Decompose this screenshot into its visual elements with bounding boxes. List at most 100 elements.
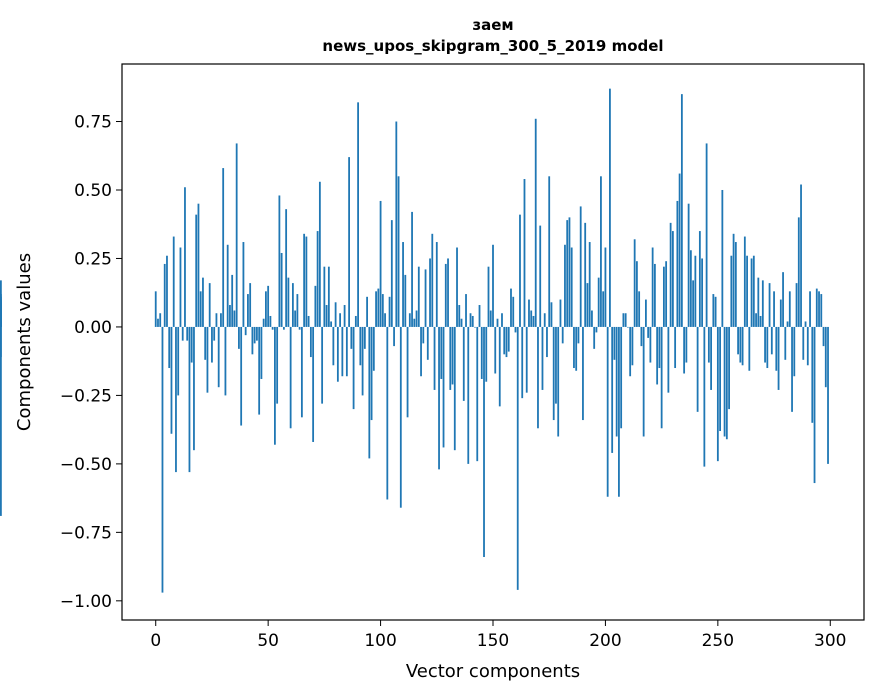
bar xyxy=(732,233,735,327)
bar xyxy=(667,326,670,393)
bar xyxy=(222,168,225,327)
x-tick-label: 50 xyxy=(257,631,279,651)
y-tick-label: −0.75 xyxy=(60,523,112,543)
bar xyxy=(582,326,584,421)
bar xyxy=(213,326,216,341)
bar xyxy=(591,310,593,327)
bar xyxy=(357,102,359,327)
x-tick-label: 200 xyxy=(589,631,621,651)
bar xyxy=(519,214,521,327)
bar xyxy=(712,294,715,327)
bar xyxy=(575,326,578,371)
bar xyxy=(739,326,742,363)
bar xyxy=(395,121,398,327)
bar xyxy=(809,291,811,327)
bar xyxy=(759,315,762,327)
bar xyxy=(779,299,782,327)
bar xyxy=(793,326,796,377)
bar xyxy=(476,326,479,462)
bar xyxy=(660,326,663,429)
bar xyxy=(294,310,297,327)
bar xyxy=(665,261,668,327)
bar xyxy=(267,285,270,327)
bar xyxy=(157,318,159,327)
bar xyxy=(341,326,344,377)
bar xyxy=(251,326,254,355)
bar xyxy=(404,274,407,327)
bar xyxy=(705,143,708,327)
bar xyxy=(298,326,301,330)
bar xyxy=(552,326,555,421)
bar xyxy=(274,326,276,445)
bar xyxy=(375,291,377,327)
bar xyxy=(411,211,413,327)
bar xyxy=(620,326,623,429)
bar xyxy=(795,283,798,327)
bar xyxy=(595,326,598,333)
bar xyxy=(465,294,467,327)
bar xyxy=(424,269,427,327)
bar xyxy=(516,326,519,590)
bar xyxy=(379,200,382,327)
bar xyxy=(669,222,672,327)
bar xyxy=(399,326,402,508)
bar xyxy=(447,258,449,327)
bar xyxy=(640,326,643,347)
bar xyxy=(627,326,629,328)
bar xyxy=(458,305,461,327)
bar xyxy=(498,326,501,407)
bar xyxy=(827,326,829,464)
bar xyxy=(417,266,420,327)
bar xyxy=(269,315,272,327)
bar xyxy=(429,258,431,327)
bar xyxy=(797,217,800,327)
bar xyxy=(678,173,681,327)
bar xyxy=(345,326,348,377)
bar xyxy=(334,302,337,327)
bar xyxy=(683,326,686,374)
bar xyxy=(676,200,679,327)
bar xyxy=(707,326,710,363)
bar xyxy=(618,326,620,497)
bar xyxy=(692,280,695,327)
bar xyxy=(487,266,490,327)
bar xyxy=(658,326,661,369)
bar xyxy=(350,326,353,349)
bar xyxy=(564,244,566,327)
bar xyxy=(154,291,157,327)
bar xyxy=(638,291,641,327)
bar xyxy=(543,313,546,327)
bar xyxy=(247,294,249,327)
bar xyxy=(258,326,261,415)
bar xyxy=(208,283,211,327)
bar xyxy=(505,326,508,358)
x-tick-label: 100 xyxy=(364,631,396,651)
bar xyxy=(166,255,168,327)
bar xyxy=(530,310,533,327)
bar xyxy=(593,326,596,349)
bar xyxy=(330,321,333,327)
bar xyxy=(170,326,173,434)
bar xyxy=(348,157,350,327)
bar xyxy=(606,326,609,497)
bar xyxy=(175,326,177,473)
bar xyxy=(806,326,809,366)
bar xyxy=(303,233,306,327)
bar xyxy=(714,296,717,327)
bar xyxy=(725,326,728,440)
bar xyxy=(561,326,564,344)
bar xyxy=(541,326,544,390)
bar xyxy=(336,326,339,382)
y-axis-ticks: −1.00 −0.75 −0.50 −0.25 0.00 0.25 0.50 0.75 xyxy=(60,113,122,612)
bar xyxy=(777,326,780,390)
bar xyxy=(402,242,404,327)
bar xyxy=(181,326,184,341)
bar xyxy=(629,326,632,377)
bar xyxy=(276,326,279,404)
bar xyxy=(494,326,497,374)
bar xyxy=(462,326,465,401)
bar xyxy=(413,318,416,327)
bar xyxy=(615,326,618,437)
bar xyxy=(510,288,512,327)
